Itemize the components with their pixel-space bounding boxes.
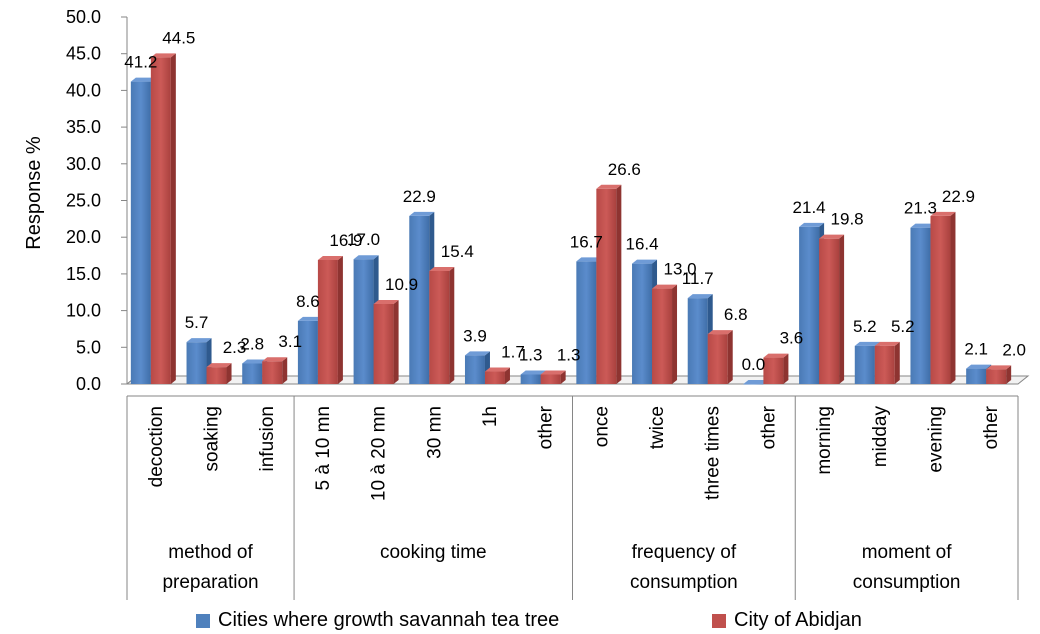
data-label: 16.7 [570, 232, 603, 251]
x-tick-label: 5 à 10 mn [313, 406, 334, 491]
bar [373, 299, 399, 384]
bar [262, 357, 288, 384]
legend: Cities where growth savannah tea tree Ci… [0, 608, 1040, 634]
x-tick-label: infusion [257, 406, 278, 472]
bar [986, 365, 1012, 384]
y-tick-label: 25.0 [66, 191, 101, 211]
y-tick-label: 10.0 [66, 301, 101, 321]
y-tick-label: 35.0 [66, 117, 101, 137]
data-label: 10.9 [385, 275, 418, 294]
y-tick-label: 20.0 [66, 227, 101, 247]
data-label: 8.6 [296, 292, 320, 311]
x-tick-label: twice [647, 406, 668, 449]
data-label: 16.4 [625, 235, 658, 254]
legend-label-series-b: City of Abidjan [734, 609, 862, 631]
x-tick-label: soaking [202, 406, 223, 472]
group-label: preparation [162, 572, 258, 593]
data-label: 15.4 [441, 242, 474, 261]
bar [317, 255, 343, 384]
bar [429, 266, 455, 384]
axes-layer: 0.0 5.0 10.0 15.0 20.0 25.0 30.0 35.0 40.0 45.0 50… [66, 7, 1030, 600]
labels-layer: method of preparation cooking time frequenc… [124, 28, 1026, 593]
x-tick-label: evening [925, 406, 946, 473]
data-label: 5.2 [853, 317, 877, 336]
x-tick-label: other [758, 405, 779, 449]
bar [707, 330, 733, 384]
y-axis-label: Response % [23, 136, 45, 250]
bar [652, 284, 678, 384]
y-tick-label: 0.0 [76, 374, 101, 394]
data-label: 11.7 [682, 269, 714, 288]
legend-item-series-a: Cities where growth savannah tea tree [196, 609, 559, 632]
data-label: 2.3 [223, 338, 247, 357]
bar [763, 353, 789, 384]
legend-item-series-b: City of Abidjan [712, 609, 862, 632]
y-tick-label: 15.0 [66, 264, 101, 284]
legend-swatch-series-a [196, 613, 210, 628]
data-label: 22.9 [403, 187, 436, 206]
bar [484, 367, 510, 384]
data-label: 6.8 [724, 305, 748, 324]
bar [743, 380, 769, 385]
data-label: 16.9 [329, 231, 362, 250]
x-tick-label: 30 mn [424, 406, 445, 459]
y-tick-label: 50.0 [66, 7, 101, 27]
data-label: 21.4 [793, 198, 826, 217]
x-tick-label: 1h [480, 406, 501, 427]
data-label: 2.8 [240, 334, 264, 353]
data-label: 21.3 [904, 199, 937, 218]
data-label: 19.8 [831, 210, 864, 229]
x-tick-label: once [591, 406, 612, 447]
bars-layer [130, 53, 1012, 385]
data-label: 3.9 [463, 326, 487, 345]
data-label: 44.5 [162, 28, 195, 47]
bar [540, 370, 566, 384]
bar [874, 341, 900, 384]
bar [150, 53, 176, 385]
group-label: frequency of [632, 542, 737, 563]
data-label: 3.6 [780, 329, 804, 348]
y-tick-label: 40.0 [66, 80, 101, 100]
group-label: consumption [630, 572, 738, 593]
data-label: 2.0 [1002, 340, 1026, 359]
group-label: method of [168, 542, 253, 563]
data-label: 41.2 [124, 53, 157, 72]
data-label: 2.1 [964, 340, 988, 359]
group-label: cooking time [380, 542, 487, 563]
y-tick-label: 5.0 [76, 337, 101, 357]
x-tick-label: morning [814, 406, 835, 475]
bar [464, 351, 490, 384]
x-tick-label: decoction [146, 406, 167, 487]
data-label: 1.3 [519, 345, 543, 364]
x-tick-label: midday [870, 406, 891, 468]
y-tick-label: 45.0 [66, 44, 101, 64]
data-label: 0.0 [742, 355, 766, 374]
data-label: 1.3 [557, 345, 581, 364]
x-tick-label: three times [703, 406, 724, 500]
y-tick-label: 30.0 [66, 154, 101, 174]
group-label: consumption [853, 572, 961, 593]
x-tick-label: 10 à 20 mn [369, 406, 390, 501]
bar [819, 234, 845, 384]
bar [206, 363, 232, 384]
data-label: 5.2 [891, 317, 915, 336]
chart-svg: 0.0 5.0 10.0 15.0 20.0 25.0 30.0 35.0 40.0 45.0 50… [23, 7, 1030, 600]
group-label: moment of [862, 542, 952, 563]
bar [930, 211, 956, 384]
legend-label-series-a: Cities where growth savannah tea tree [218, 609, 560, 631]
data-label: 13.0 [663, 260, 696, 279]
data-label: 3.1 [278, 332, 302, 351]
data-label: 26.6 [608, 160, 641, 179]
x-tick-label: other [981, 405, 1002, 449]
x-tick-label: other [536, 405, 557, 449]
data-label: 1.7 [501, 343, 525, 362]
legend-swatch-series-b [712, 613, 726, 628]
data-label: 5.7 [185, 313, 209, 332]
data-label: 17.0 [347, 230, 380, 249]
bar [596, 184, 622, 384]
data-label: 22.9 [942, 187, 975, 206]
